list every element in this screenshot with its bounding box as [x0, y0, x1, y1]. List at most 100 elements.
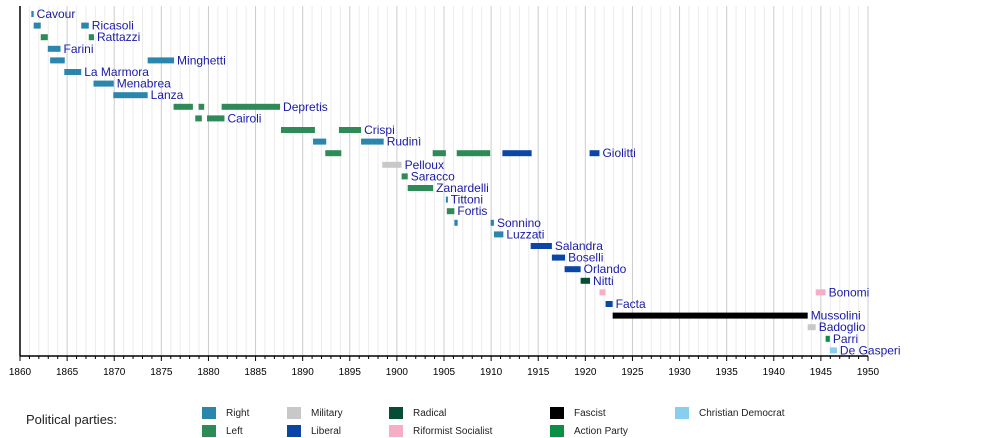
pm-label: Parri	[833, 332, 858, 346]
legend-swatch	[675, 407, 689, 419]
term-bar	[31, 11, 34, 17]
legend-title: Political parties:	[26, 412, 118, 427]
legend-label: Fascist	[574, 407, 606, 419]
x-tick-label: 1865	[56, 367, 79, 378]
legend-swatch	[202, 425, 216, 437]
term-bar	[599, 289, 606, 296]
pm-label: Boselli	[568, 251, 603, 265]
pm-label: Giolitti	[602, 146, 635, 160]
legend-label: Right	[226, 407, 250, 419]
term-bar	[64, 69, 82, 75]
pm-label: Farini	[64, 42, 94, 56]
x-tick-label: 1870	[103, 367, 126, 378]
term-bar	[445, 196, 448, 203]
term-bar	[338, 127, 362, 133]
pm-label: Tittoni	[451, 193, 483, 207]
pm-label: Ricasoli	[92, 19, 134, 33]
legend-swatch	[389, 425, 403, 437]
term-bar	[325, 150, 342, 157]
bars-layer	[31, 11, 837, 354]
x-tick-label: 1900	[386, 367, 409, 378]
pm-label: Badoglio	[819, 320, 866, 334]
legend-swatch	[389, 407, 403, 419]
pm-label: Luzzati	[506, 227, 544, 241]
pm-label: Rudinì	[387, 135, 422, 149]
term-bar	[207, 115, 225, 122]
pm-label: Nitti	[593, 274, 614, 288]
term-bar	[446, 208, 455, 215]
x-tick-label: 1860	[9, 367, 32, 378]
pm-label: Depretis	[283, 100, 328, 114]
legend-item: Right	[202, 406, 249, 420]
term-bar	[88, 34, 94, 41]
x-tick-label: 1905	[433, 367, 456, 378]
pm-label: Rattazzi	[97, 30, 140, 44]
term-bar	[195, 115, 202, 122]
x-tick-label: 1930	[668, 367, 691, 378]
pm-label: Zanardelli	[436, 181, 489, 195]
term-bar	[113, 92, 148, 99]
grid-lines	[28, 6, 869, 356]
term-bar	[407, 185, 434, 191]
pm-label: Facta	[616, 297, 646, 311]
term-bar	[502, 150, 532, 157]
term-bar	[221, 103, 281, 110]
term-bar	[551, 254, 566, 261]
term-bar	[580, 277, 591, 284]
term-bar	[530, 243, 552, 249]
pm-label: Fortis	[457, 204, 487, 218]
term-bar	[401, 173, 408, 180]
legend-item: Military	[287, 406, 343, 420]
x-tick-label: 1880	[197, 367, 220, 378]
pm-label: Cavour	[37, 7, 76, 21]
x-tick-label: 1890	[292, 367, 315, 378]
term-bar	[432, 150, 446, 157]
x-tick-label: 1895	[339, 367, 362, 378]
legend-item: Radical	[389, 406, 446, 420]
legend-item: Fascist	[550, 406, 606, 420]
pm-label: La Marmora	[84, 65, 149, 79]
pm-label: Lanza	[151, 88, 184, 102]
x-tick-label: 1875	[150, 367, 173, 378]
term-bar	[456, 150, 491, 157]
legend-swatch	[287, 407, 301, 419]
x-tick-label: 1920	[574, 367, 597, 378]
term-bar	[564, 266, 581, 273]
term-bar	[454, 219, 458, 226]
x-tick-label: 1910	[480, 367, 503, 378]
term-bar	[589, 150, 600, 157]
term-bar	[605, 301, 613, 307]
x-tick-label: 1935	[716, 367, 739, 378]
legend-swatch	[287, 425, 301, 437]
legend-label: Action Party	[574, 425, 628, 437]
pm-label: Bonomi	[829, 285, 870, 299]
legend-swatch	[550, 425, 564, 437]
term-bar	[147, 57, 175, 64]
legend-swatch	[202, 407, 216, 419]
pm-label: Cairoli	[227, 111, 261, 125]
pm-label: Mussolini	[811, 309, 861, 323]
term-bar	[280, 127, 315, 133]
legend-label: Left	[226, 425, 243, 437]
term-bar	[47, 45, 61, 52]
term-bar	[198, 103, 205, 110]
pm-label: Saracco	[411, 169, 455, 183]
pm-label: Orlando	[584, 262, 627, 276]
legend-label: Radical	[413, 407, 447, 419]
term-bar	[173, 103, 193, 110]
term-bar	[93, 80, 114, 87]
x-tick-label: 1940	[763, 367, 786, 378]
legend-item: Liberal	[287, 424, 341, 438]
x-axis: 1860 1865 1870 1875 1880 1885 1890 1895 1900 1905…	[9, 6, 880, 378]
term-bar	[81, 22, 89, 29]
x-tick-label: 1925	[621, 367, 644, 378]
term-bar	[382, 161, 402, 168]
term-bar	[612, 312, 808, 319]
legend-label: Christian Democrat	[699, 407, 785, 419]
legend-label: Riformist Socialist	[413, 425, 493, 437]
pm-label: De Gasperi	[840, 343, 901, 357]
legend-item: Riformist Socialist	[389, 424, 492, 438]
legend-label: Liberal	[311, 425, 342, 437]
legend-item: Christian Democrat	[675, 406, 785, 420]
